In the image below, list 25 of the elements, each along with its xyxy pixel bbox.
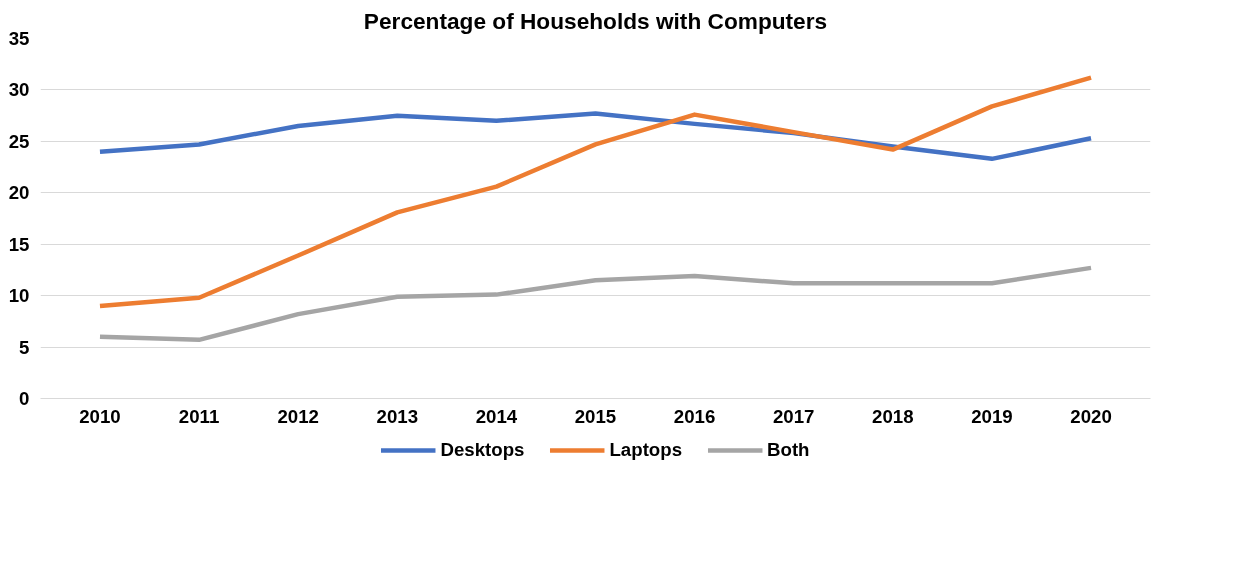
legend-label: Desktops — [440, 439, 525, 461]
x-tick-label: 2018 — [872, 405, 914, 427]
y-tick-label: 25 — [8, 130, 30, 152]
y-tick-label: 30 — [8, 79, 30, 101]
x-tick-label: 2010 — [79, 405, 121, 427]
chart-title: Percentage of Households with Computers — [363, 7, 828, 34]
y-tick-label: 20 — [8, 182, 30, 204]
x-tick-label: 2011 — [178, 405, 220, 427]
y-tick-label: 10 — [8, 285, 30, 307]
y-tick-label: 35 — [8, 28, 30, 49]
x-tick-label: 2012 — [277, 405, 319, 427]
x-tick-label: 2020 — [1070, 405, 1112, 427]
legend-label: Both — [767, 439, 810, 461]
line-series — [97, 265, 1094, 343]
y-tick-label: 0 — [19, 388, 30, 409]
x-tick-label: 2014 — [475, 405, 518, 427]
legend-label: Laptops — [609, 439, 683, 461]
x-tick-label: 2015 — [574, 405, 617, 427]
x-tick-label: 2016 — [673, 405, 716, 427]
x-tick-label: 2019 — [971, 405, 1013, 427]
y-tick-label: 5 — [19, 336, 30, 358]
y-tick-label: 15 — [8, 233, 30, 255]
line-series — [97, 75, 1094, 309]
x-tick-label: 2017 — [772, 405, 815, 427]
x-tick-label: 2013 — [376, 405, 419, 427]
